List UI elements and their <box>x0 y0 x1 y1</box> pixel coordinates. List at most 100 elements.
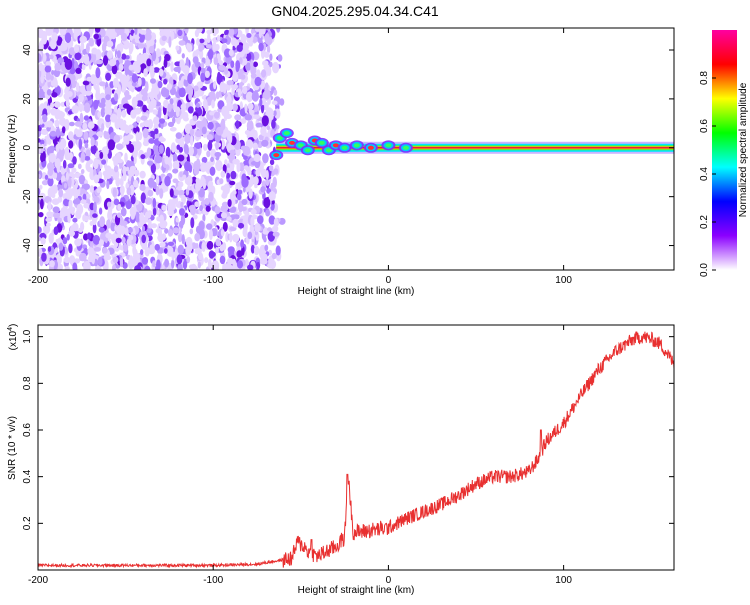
noise-dot <box>38 173 41 179</box>
noise-dot <box>85 149 91 159</box>
noise-dot <box>81 55 86 63</box>
noise-dot <box>49 39 57 50</box>
noise-dot <box>235 120 240 129</box>
noise-dot <box>156 174 160 186</box>
noise-dot <box>260 186 266 193</box>
noise-dot <box>179 171 184 178</box>
noise-dot <box>159 221 167 229</box>
noise-dot <box>243 49 250 54</box>
noise-dot <box>128 48 133 55</box>
noise-dot <box>98 102 106 108</box>
noise-dot <box>186 256 191 264</box>
noise-dot <box>93 99 99 110</box>
noise-dot <box>159 136 165 142</box>
noise-dot <box>223 108 230 118</box>
noise-dot <box>42 151 46 162</box>
noise-dot <box>191 265 198 270</box>
noise-dot <box>226 95 232 105</box>
noise-dot <box>95 67 101 79</box>
noise-dot <box>39 184 43 190</box>
noise-dot <box>209 111 215 116</box>
noise-dot <box>60 138 67 149</box>
snr-y-tick-label: 0.4 <box>22 469 33 483</box>
noise-dot <box>220 205 229 212</box>
noise-dot <box>185 188 190 196</box>
noise-dot <box>230 170 237 180</box>
spectrogram-axes: -200 -100 0 100 40 20 0 -20 -40 <box>22 28 674 286</box>
snr-x-tick-label: 0 <box>386 575 392 586</box>
noise-dot <box>91 47 98 55</box>
noise-dot <box>164 258 170 268</box>
noise-dot <box>118 63 124 71</box>
noise-dot <box>83 115 89 121</box>
noise-dot <box>115 237 122 244</box>
noise-dot <box>121 109 127 118</box>
noise-dot <box>79 252 87 262</box>
noise-dot <box>194 233 201 242</box>
noise-dot <box>45 31 53 36</box>
noise-dot <box>50 107 57 116</box>
noise-dot <box>226 80 234 86</box>
noise-dot <box>203 143 208 151</box>
noise-dot <box>237 222 245 229</box>
noise-dot <box>102 240 110 248</box>
noise-dot <box>93 33 99 40</box>
noise-dot <box>48 232 54 244</box>
noise-dot <box>207 32 211 44</box>
noise-dot <box>245 62 252 71</box>
noise-dot <box>71 105 80 114</box>
noise-dot <box>170 61 174 73</box>
noise-dot <box>216 164 223 171</box>
noise-dot <box>227 199 232 207</box>
noise-dot <box>154 243 160 251</box>
noise-dot <box>139 212 145 223</box>
noise-dot <box>256 69 261 78</box>
noise-dot <box>64 32 72 44</box>
noise-dot <box>54 119 60 128</box>
noise-dot <box>247 231 253 240</box>
noise-dot <box>240 33 247 44</box>
snr-x-tick-label: -200 <box>28 575 48 586</box>
noise-dot <box>273 168 279 175</box>
noise-dot <box>72 222 79 232</box>
noise-dot <box>272 231 280 237</box>
noise-dot <box>91 255 96 265</box>
noise-dot <box>199 44 205 51</box>
noise-dot <box>71 57 75 69</box>
signal-blob <box>402 145 409 150</box>
noise-dot <box>240 74 246 80</box>
noise-dot <box>163 248 168 254</box>
noise-dot <box>83 202 90 209</box>
noise-dot <box>164 155 170 165</box>
signal-blob <box>304 148 311 153</box>
noise-dot <box>124 79 129 86</box>
noise-dot <box>242 227 248 238</box>
noise-dot <box>152 197 157 209</box>
noise-dot <box>243 155 248 161</box>
noise-dot <box>252 130 258 140</box>
noise-dot <box>164 53 171 62</box>
noise-dot <box>80 169 85 174</box>
noise-dot <box>221 38 228 44</box>
noise-dot <box>164 175 171 187</box>
noise-dot <box>267 239 275 246</box>
noise-dot <box>88 37 94 47</box>
noise-dot <box>55 127 61 138</box>
noise-dot <box>125 198 132 210</box>
noise-dot <box>217 34 221 42</box>
noise-dot <box>63 198 70 207</box>
noise-dot <box>243 159 250 168</box>
noise-dot <box>154 128 159 135</box>
noise-dot <box>150 163 156 174</box>
noise-dot <box>228 49 234 57</box>
noise-dot <box>172 168 179 174</box>
noise-dot <box>72 156 77 165</box>
noise-dot <box>140 89 147 96</box>
noise-dot <box>163 99 169 109</box>
noise-dot <box>271 100 278 105</box>
noise-dot <box>150 223 157 229</box>
noise-dot <box>38 212 44 218</box>
noise-dot <box>47 201 52 212</box>
noise-dot <box>52 206 60 213</box>
noise-dot <box>46 222 51 227</box>
